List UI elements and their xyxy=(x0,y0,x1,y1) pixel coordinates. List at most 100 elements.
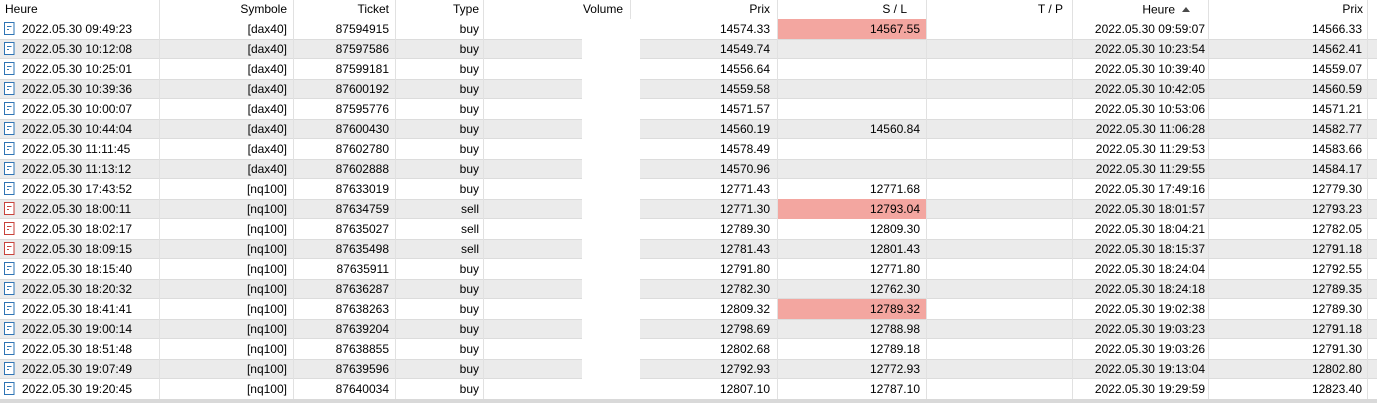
cell-sl: 12789.18 xyxy=(869,342,920,356)
cell-type: sell xyxy=(460,202,479,216)
table-row[interactable]: 2022.05.30 18:15:40 [nq100] 87635911 buy 127… xyxy=(0,259,1377,279)
column-header-symbole[interactable]: Symbole xyxy=(240,2,287,16)
table-row[interactable]: 2022.05.30 10:44:04 [dax40] 87600430 buy 145… xyxy=(0,119,1377,139)
table-row[interactable]: 2022.05.30 10:39:36 [dax40] 87600192 buy 145… xyxy=(0,79,1377,99)
table-row[interactable]: 2022.05.30 11:11:45 [dax40] 87602780 buy 145… xyxy=(0,139,1377,159)
column-header-sl[interactable]: S / L xyxy=(882,2,907,16)
column-separator xyxy=(926,0,927,399)
table-row[interactable]: 2022.05.30 18:09:15 [nq100] 87635498 sell 12… xyxy=(0,239,1377,259)
cell-symbol: [nq100] xyxy=(246,302,287,316)
cell-type: buy xyxy=(459,122,479,136)
cell-time-close: 2022.05.30 11:06:28 xyxy=(1095,122,1205,136)
table-row[interactable]: 2022.05.30 19:00:14 [nq100] 87639204 buy 127… xyxy=(0,319,1377,339)
cell-time-close: 2022.05.30 17:49:16 xyxy=(1094,182,1205,196)
table-row[interactable]: 2022.05.30 09:49:23 [dax40] 87594915 buy 145… xyxy=(0,19,1377,39)
cell-time-open: 2022.05.30 19:07:49 xyxy=(22,362,133,376)
cell-symbol: [nq100] xyxy=(246,322,287,336)
cell-time-open: 2022.05.30 11:13:12 xyxy=(22,162,132,176)
cell-price-open: 14578.49 xyxy=(719,142,770,156)
cell-sl xyxy=(777,79,926,99)
buy-deal-icon xyxy=(4,282,15,295)
cell-ticket: 87638263 xyxy=(335,302,389,316)
cell-sl xyxy=(777,59,926,79)
cell-time-close: 2022.05.30 18:24:18 xyxy=(1094,282,1205,296)
table-row[interactable]: 2022.05.30 10:12:08 [dax40] 87597586 buy 145… xyxy=(0,39,1377,59)
cell-time-open: 2022.05.30 18:09:15 xyxy=(22,242,133,256)
cell-price-close: 14566.33 xyxy=(1311,22,1362,36)
cell-sl xyxy=(777,39,926,59)
cell-time-open: 2022.05.30 10:44:04 xyxy=(22,122,133,136)
cell-time-open: 2022.05.30 10:39:36 xyxy=(22,82,133,96)
cell-type: buy xyxy=(459,162,479,176)
cell-time-open: 2022.05.30 11:11:45 xyxy=(22,142,131,156)
cell-symbol: [nq100] xyxy=(246,362,287,376)
cell-symbol: [nq100] xyxy=(246,182,287,196)
column-separator xyxy=(777,0,778,399)
cell-time-open: 2022.05.30 18:41:41 xyxy=(22,302,133,316)
cell-type: buy xyxy=(459,382,479,396)
cell-ticket: 87633019 xyxy=(335,182,389,196)
cell-sl: 12771.68 xyxy=(869,182,920,196)
table-row[interactable]: 2022.05.30 17:43:52 [nq100] 87633019 buy 127… xyxy=(0,179,1377,199)
column-header-type[interactable]: Type xyxy=(452,2,479,16)
column-separator xyxy=(159,0,160,399)
cell-type: buy xyxy=(459,22,479,36)
buy-deal-icon xyxy=(4,302,15,315)
column-header-ticket[interactable]: Ticket xyxy=(357,2,389,16)
cell-time-close: 2022.05.30 10:39:40 xyxy=(1094,62,1205,76)
cell-sl: 12772.93 xyxy=(869,362,920,376)
cell-time-open: 2022.05.30 18:02:17 xyxy=(22,222,133,236)
cell-ticket: 87635498 xyxy=(335,242,389,256)
column-header-volume[interactable]: Volume xyxy=(582,2,623,16)
cell-tp xyxy=(926,219,1072,239)
cell-price-open: 12807.10 xyxy=(719,382,770,396)
table-row[interactable]: 2022.05.30 18:00:11 [nq100] 87634759 sell 12… xyxy=(0,199,1377,219)
column-header-prix-close[interactable]: Prix xyxy=(1342,2,1363,16)
cell-price-close: 12791.18 xyxy=(1311,322,1362,336)
sell-deal-icon xyxy=(4,242,15,255)
cell-price-close: 14560.59 xyxy=(1311,82,1362,96)
table-row[interactable]: 2022.05.30 18:51:48 [nq100] 87638855 buy 128… xyxy=(0,339,1377,359)
cell-symbol: [dax40] xyxy=(247,82,287,96)
cell-time-open: 2022.05.30 18:20:32 xyxy=(22,282,133,296)
bottom-strip xyxy=(0,399,1377,403)
sell-deal-icon xyxy=(4,222,15,235)
table-row[interactable]: 2022.05.30 18:41:41 [nq100] 87638263 buy 128… xyxy=(0,299,1377,319)
cell-price-close: 12789.30 xyxy=(1311,302,1362,316)
column-separator xyxy=(483,0,484,399)
cell-price-close: 12823.40 xyxy=(1311,382,1362,396)
cell-type: buy xyxy=(459,42,479,56)
cell-type: buy xyxy=(459,342,479,356)
column-header-prix-open[interactable]: Prix xyxy=(749,2,770,16)
column-header-heure-close[interactable]: Heure xyxy=(1072,0,1208,19)
buy-deal-icon xyxy=(4,22,15,35)
cell-sl xyxy=(777,159,926,179)
table-row[interactable]: 2022.05.30 19:07:49 [nq100] 87639596 buy 127… xyxy=(0,359,1377,379)
cell-time-close: 2022.05.30 19:13:04 xyxy=(1094,362,1205,376)
cell-ticket: 87634759 xyxy=(335,202,389,216)
cell-type: buy xyxy=(459,182,479,196)
column-header-heure-open[interactable]: Heure xyxy=(5,2,38,16)
cell-time-close: 2022.05.30 11:29:55 xyxy=(1095,162,1205,176)
sell-deal-icon xyxy=(4,202,15,215)
table-row[interactable]: 2022.05.30 10:00:07 [dax40] 87595776 buy 145… xyxy=(0,99,1377,119)
buy-deal-icon xyxy=(4,82,15,95)
cell-time-close: 2022.05.30 19:29:59 xyxy=(1094,382,1205,396)
cell-time-open: 2022.05.30 10:00:07 xyxy=(22,102,133,116)
buy-deal-icon xyxy=(4,362,15,375)
cell-tp xyxy=(926,319,1072,339)
cell-price-open: 12791.80 xyxy=(719,262,770,276)
cell-time-close: 2022.05.30 18:04:21 xyxy=(1094,222,1205,236)
cell-price-close: 14571.21 xyxy=(1311,102,1362,116)
column-separator xyxy=(1208,0,1209,399)
table-row[interactable]: 2022.05.30 10:25:01 [dax40] 87599181 buy 145… xyxy=(0,59,1377,79)
cell-symbol: [nq100] xyxy=(246,202,287,216)
table-row[interactable]: 2022.05.30 18:02:17 [nq100] 87635027 sell 12… xyxy=(0,219,1377,239)
table-row[interactable]: 2022.05.30 18:20:32 [nq100] 87636287 buy 127… xyxy=(0,279,1377,299)
cell-ticket: 87602888 xyxy=(335,162,389,176)
cell-symbol: [nq100] xyxy=(246,282,287,296)
table-row[interactable]: 2022.05.30 11:13:12 [dax40] 87602888 buy 145… xyxy=(0,159,1377,179)
column-header-tp[interactable]: T / P xyxy=(1037,2,1063,16)
cell-sl: 12789.32 xyxy=(777,299,926,319)
table-row[interactable]: 2022.05.30 19:20:45 [nq100] 87640034 buy 128… xyxy=(0,379,1377,399)
